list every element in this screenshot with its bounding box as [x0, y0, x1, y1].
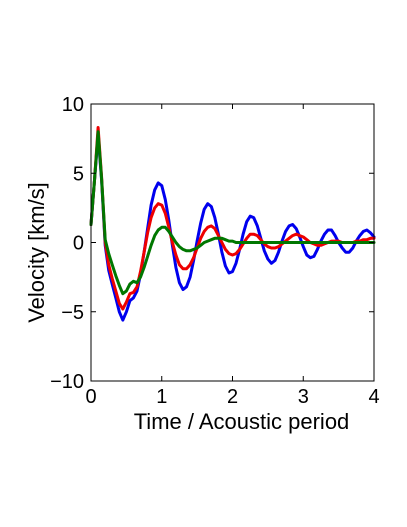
x-axis-title: Time / Acoustic period [134, 409, 350, 434]
x-tick-label: 0 [85, 386, 96, 408]
x-tick-label: 4 [368, 386, 379, 408]
y-tick-label: −5 [61, 302, 84, 324]
y-tick-label: 10 [62, 94, 84, 116]
tick-layer: 0 1 2 3 4 −10 −5 0 5 10 [50, 94, 380, 408]
y-tick-label: −10 [50, 371, 84, 393]
series-line-3 [89, 130, 376, 296]
x-tick-label: 1 [156, 386, 167, 408]
x-tick-label: 2 [227, 386, 238, 408]
y-tick-label: 0 [73, 233, 84, 255]
series-layer [89, 126, 376, 322]
x-tick-label: 3 [298, 386, 309, 408]
y-axis-title: Velocity [km/s] [24, 182, 49, 323]
y-tick-label: 5 [73, 163, 84, 185]
